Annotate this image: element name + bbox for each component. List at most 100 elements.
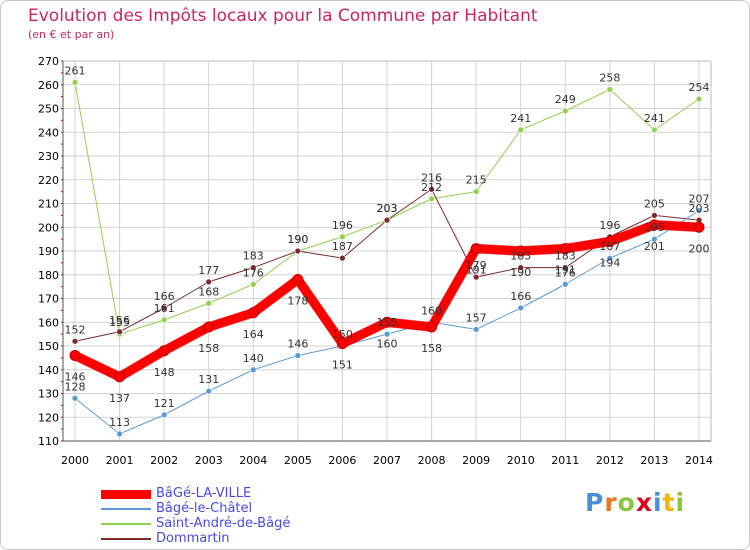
y-tick-label: 180 xyxy=(38,269,59,282)
y-tick-label: 240 xyxy=(38,126,59,139)
y-tick-label: 190 xyxy=(38,245,59,258)
x-tick-label: 2001 xyxy=(106,454,134,467)
proxiti-logo: Proxiti xyxy=(585,488,685,517)
logo-letter: t xyxy=(662,488,676,517)
y-tick-label: 150 xyxy=(38,340,59,353)
y-minor-tick xyxy=(61,428,63,430)
data-point xyxy=(114,371,126,383)
data-label: 177 xyxy=(198,264,219,277)
data-point xyxy=(247,307,259,319)
data-label: 121 xyxy=(154,397,175,410)
data-point xyxy=(339,233,346,241)
legend-label: BâGé-LA-VILLE xyxy=(156,486,252,501)
data-point xyxy=(71,394,79,402)
y-minor-tick xyxy=(61,155,63,157)
y-minor-tick xyxy=(61,60,63,62)
legend-swatch xyxy=(101,490,151,499)
y-minor-tick xyxy=(61,203,63,204)
data-label: 261 xyxy=(65,64,86,77)
data-point xyxy=(651,212,658,219)
data-point xyxy=(695,95,703,103)
data-point xyxy=(515,245,527,257)
data-point xyxy=(160,304,168,312)
y-tick-label: 130 xyxy=(38,388,59,401)
data-label: 164 xyxy=(243,328,264,341)
y-tick-label: 110 xyxy=(38,435,59,448)
y-minor-tick xyxy=(61,72,63,74)
x-tick-label: 2007 xyxy=(373,454,401,467)
x-tick-label: 2014 xyxy=(685,454,713,467)
y-minor-tick xyxy=(61,381,63,383)
data-label: 196 xyxy=(332,219,353,232)
legend-label: Bâgé-le-Châtel xyxy=(156,501,253,516)
data-label: 190 xyxy=(287,233,308,246)
data-point xyxy=(561,264,569,271)
y-minor-tick xyxy=(61,131,63,133)
data-label: 155 xyxy=(377,316,398,329)
data-point xyxy=(205,387,213,395)
legend-item: BâGé-LA-VILLE xyxy=(101,486,361,502)
y-minor-tick xyxy=(61,167,63,169)
data-label: 190 xyxy=(510,266,531,279)
data-point xyxy=(116,328,123,336)
data-point xyxy=(517,126,525,134)
data-point xyxy=(428,195,435,203)
data-point xyxy=(383,330,391,338)
data-point xyxy=(606,86,614,93)
x-tick-label: 2004 xyxy=(239,454,267,467)
x-tick-label: 2011 xyxy=(551,454,579,467)
y-tick-label: 210 xyxy=(38,198,59,211)
y-minor-tick xyxy=(61,84,63,86)
data-label: 131 xyxy=(198,373,219,386)
data-point xyxy=(428,185,435,193)
y-tick-label: 220 xyxy=(38,174,59,187)
y-tick-label: 200 xyxy=(38,221,59,234)
y-minor-tick xyxy=(61,393,63,394)
y-tick-label: 120 xyxy=(38,411,59,424)
y-minor-tick xyxy=(61,191,63,193)
y-minor-tick xyxy=(61,404,63,406)
data-label: 156 xyxy=(109,314,130,327)
data-point xyxy=(71,337,79,345)
y-tick-label: 160 xyxy=(38,316,59,329)
data-label: 191 xyxy=(555,264,576,277)
data-point xyxy=(383,216,391,224)
x-tick-label: 2003 xyxy=(195,454,223,467)
data-label: 148 xyxy=(154,366,175,379)
data-point xyxy=(517,264,525,271)
chart-subtitle: (en € et par an) xyxy=(28,28,115,41)
data-point xyxy=(517,304,525,312)
data-label: 207 xyxy=(689,193,710,206)
data-label: 241 xyxy=(644,112,665,125)
data-label: 157 xyxy=(466,311,487,324)
y-minor-tick xyxy=(61,96,63,98)
data-label: 201 xyxy=(644,240,665,253)
data-point xyxy=(561,107,569,115)
data-label: 183 xyxy=(555,250,576,263)
data-point xyxy=(695,207,703,214)
x-tick-label: 2005 xyxy=(284,454,312,467)
data-label: 178 xyxy=(287,295,308,308)
y-minor-tick xyxy=(61,369,63,371)
data-point xyxy=(606,254,614,262)
legend-item: Bâgé-le-Châtel xyxy=(101,501,361,517)
data-label: 146 xyxy=(65,371,86,384)
data-label: 161 xyxy=(154,302,175,315)
data-point xyxy=(472,188,480,195)
data-label: 194 xyxy=(599,257,620,270)
legend-label: Dommartin xyxy=(156,531,230,546)
y-minor-tick xyxy=(61,321,63,323)
legend: BâGé-LA-VILLE Bâgé-le-Châtel Saint-André… xyxy=(101,486,361,547)
data-label: 254 xyxy=(689,81,710,94)
data-label: 151 xyxy=(332,359,353,372)
y-minor-tick xyxy=(61,298,63,299)
data-label: 187 xyxy=(332,240,353,253)
data-point xyxy=(294,352,302,359)
y-minor-tick xyxy=(61,345,63,347)
x-tick-label: 2012 xyxy=(596,454,624,467)
legend-swatch xyxy=(101,508,151,510)
x-tick-label: 2002 xyxy=(150,454,178,467)
data-point xyxy=(292,274,304,285)
y-tick-label: 260 xyxy=(38,79,59,92)
